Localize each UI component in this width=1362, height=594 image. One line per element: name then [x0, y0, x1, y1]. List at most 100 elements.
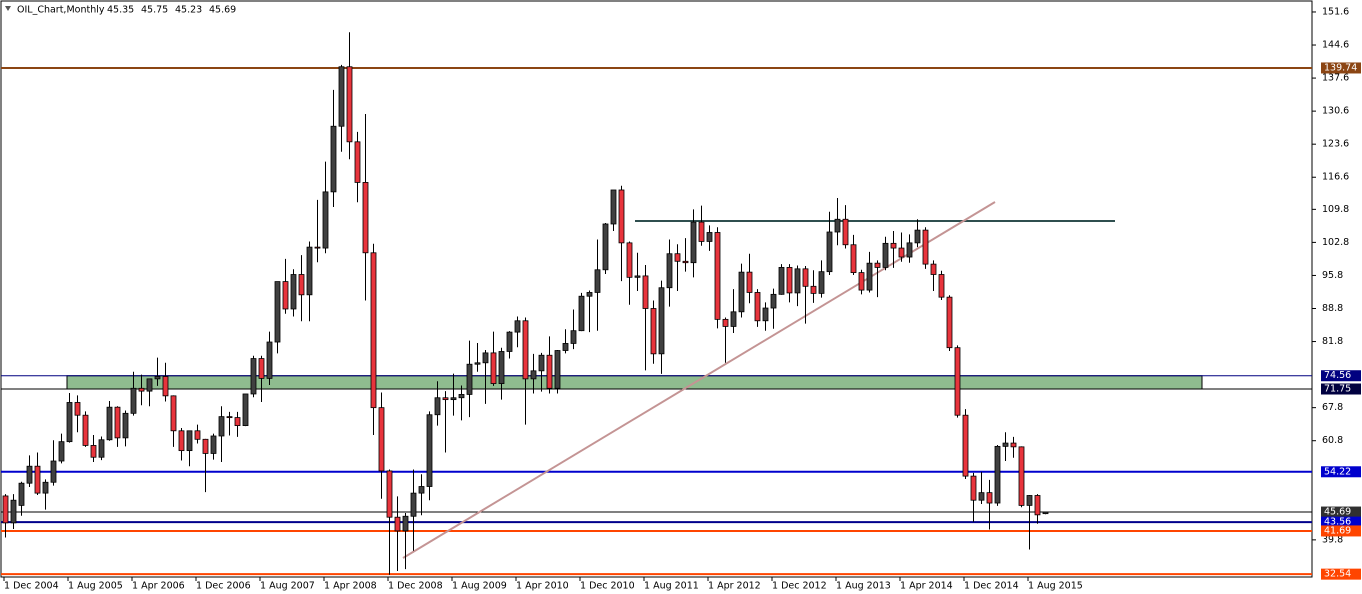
candle-body	[226, 416, 233, 419]
candle-body	[162, 376, 169, 397]
candle-body	[986, 492, 993, 504]
candle-body	[210, 435, 217, 454]
candle-body	[610, 189, 617, 225]
candle-body	[178, 430, 185, 452]
candle-body	[626, 242, 633, 278]
x-tick-label: 1 Apr 2008	[324, 581, 377, 592]
candle-body	[690, 221, 697, 264]
candle-body	[554, 350, 561, 389]
x-tick-label: 1 Aug 2013	[836, 581, 891, 592]
x-tick-label: 1 Aug 2011	[644, 581, 699, 592]
candle-body	[698, 221, 705, 242]
candle-body	[818, 271, 825, 294]
y-tick-label: 109.8	[1322, 204, 1349, 215]
candle-body	[914, 229, 921, 244]
level-label: 41.69	[1324, 525, 1351, 536]
y-tick-label: 116.6	[1322, 172, 1349, 183]
candle-body	[866, 262, 873, 291]
candle-body	[562, 343, 569, 351]
level-label: 45.69	[1324, 507, 1351, 518]
candle-body	[306, 246, 313, 296]
candle-body	[1042, 511, 1049, 515]
candle-body	[314, 246, 321, 249]
x-tick-label: 1 Dec 2004	[4, 581, 59, 592]
x-tick-label: 1 Aug 2005	[68, 581, 123, 592]
level-label: 71.75	[1324, 384, 1351, 395]
candle-body	[874, 262, 881, 268]
candle-body	[538, 354, 545, 372]
candle-body	[850, 244, 857, 274]
candle-body	[618, 189, 625, 244]
level-label-bg	[1321, 383, 1361, 395]
x-tick-label: 1 Dec 2012	[772, 581, 827, 592]
candle-body	[402, 515, 409, 532]
candle-body	[1026, 495, 1033, 506]
candle-body	[994, 445, 1001, 504]
candle-body	[242, 393, 249, 426]
candle-body	[858, 272, 865, 291]
candle-body	[338, 66, 345, 127]
x-tick-label: 1 Aug 2009	[452, 581, 507, 592]
candle-body	[946, 296, 953, 349]
zone	[66, 375, 1203, 390]
candle-body	[906, 242, 913, 258]
candle-body	[770, 293, 777, 309]
plot-frame	[0, 0, 1313, 578]
y-tick-label: 81.8	[1322, 336, 1343, 347]
candle-body	[58, 441, 65, 462]
candle-body	[298, 274, 305, 296]
candle-body	[634, 275, 641, 278]
y-tick-label: 151.6	[1322, 6, 1349, 17]
candle-body	[330, 125, 337, 193]
x-tick-label: 1 Dec 2010	[580, 581, 635, 592]
candle-body	[1002, 442, 1009, 447]
candle-body	[762, 307, 769, 322]
candle-body	[578, 295, 585, 332]
candle-body	[426, 414, 433, 487]
candle-body	[898, 247, 905, 258]
candle-body	[658, 287, 665, 355]
candle-body	[258, 358, 265, 379]
candle-body	[1010, 442, 1017, 448]
x-tick-label: 1 Apr 2006	[132, 581, 185, 592]
candle-body	[90, 445, 97, 458]
candle-body	[490, 352, 497, 384]
candle-body	[786, 267, 793, 294]
candle-body	[418, 486, 425, 494]
candle-body	[842, 218, 849, 246]
open-value: 45.35	[107, 5, 134, 16]
candle-body	[738, 271, 745, 313]
x-tick-label: 1 Aug 2007	[260, 581, 315, 592]
price-axis: 151.6 144.6 137.6 130.6 123.6 116.6 109.8 102.8…	[1312, 6, 1361, 580]
candle-body	[10, 499, 17, 524]
candle-body	[202, 438, 209, 454]
candle-body	[1018, 446, 1025, 506]
level-label: 139.74	[1324, 62, 1357, 73]
candle-body	[322, 191, 329, 249]
level-label: 74.56	[1324, 370, 1351, 381]
candle-body	[826, 231, 833, 273]
candle-body	[290, 274, 297, 310]
y-tick-label: 95.8	[1322, 270, 1343, 281]
level-label-bg	[1321, 466, 1361, 478]
candle-body	[66, 402, 73, 443]
y-tick-label: 137.6	[1322, 73, 1349, 84]
candle-body	[138, 387, 145, 392]
candle-body	[130, 387, 137, 414]
candle-body	[962, 414, 969, 477]
candle-body	[410, 492, 417, 517]
levels	[1, 66, 1312, 576]
candle-body	[274, 281, 281, 343]
candle-body	[882, 242, 889, 268]
candle-body	[930, 263, 937, 275]
y-tick-label: 39.8	[1322, 534, 1343, 545]
candle-body	[370, 252, 377, 409]
candle-body	[706, 232, 713, 242]
candle-body	[602, 223, 609, 271]
candle-body	[586, 292, 593, 297]
candle-body	[378, 407, 385, 472]
candle-body	[106, 406, 113, 441]
candle-body	[2, 495, 9, 524]
candle-body	[442, 397, 449, 401]
x-tick-label: 1 Aug 2015	[1028, 581, 1083, 592]
